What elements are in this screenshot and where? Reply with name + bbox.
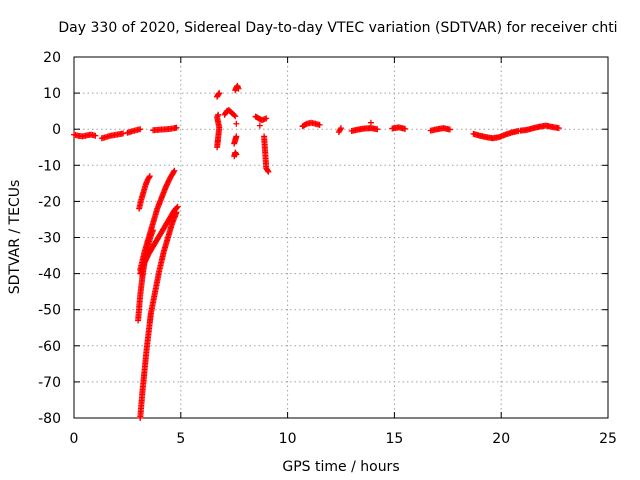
- data-point: [174, 203, 181, 210]
- data-point: [555, 125, 562, 132]
- x-tick-label: 5: [176, 431, 185, 447]
- data-point: [263, 115, 270, 122]
- y-tick-label: -10: [38, 158, 61, 174]
- data-point: [446, 126, 453, 133]
- data-point: [215, 111, 222, 118]
- x-tick-label: 0: [70, 431, 79, 447]
- data-point: [265, 168, 272, 175]
- y-axis-label: SDTVAR / TECUs: [7, 180, 23, 295]
- axis-ticks: [73, 56, 609, 419]
- y-tick-label: -20: [38, 194, 61, 210]
- x-tick-label: 15: [385, 431, 403, 447]
- data-point: [146, 174, 153, 181]
- y-tick-label: -50: [38, 303, 61, 319]
- y-tick-label: 10: [43, 86, 61, 102]
- x-tick-label: 25: [599, 431, 617, 447]
- data-point: [256, 122, 263, 129]
- y-tick-label: -60: [38, 339, 61, 355]
- data-point: [146, 173, 153, 180]
- data-point: [150, 227, 157, 234]
- data-point: [170, 168, 177, 175]
- data-point: [231, 112, 238, 119]
- data-point: [374, 126, 381, 133]
- x-tick-label: 20: [492, 431, 510, 447]
- y-tick-label: -30: [38, 231, 61, 247]
- y-tick-labels: -80 -70 -60 -50 -40 -30 -20 -10 0 10 20: [38, 50, 61, 427]
- data-point: [367, 119, 374, 126]
- data-point: [173, 209, 180, 216]
- data-point: [264, 167, 271, 174]
- data-point: [173, 124, 180, 131]
- data-points: [71, 82, 562, 421]
- x-tick-labels: 0 5 10 15 20 25: [70, 431, 617, 447]
- grid-lines: [74, 57, 608, 418]
- x-axis-label: GPS time / hours: [282, 459, 399, 475]
- data-point: [120, 130, 127, 137]
- data-point: [233, 151, 240, 158]
- data-point: [233, 120, 240, 127]
- data-point: [137, 126, 144, 133]
- chart-title: Day 330 of 2020, Sidereal Day-to-day VTE…: [58, 20, 617, 36]
- x-tick-label: 10: [279, 431, 297, 447]
- data-point: [92, 132, 99, 139]
- y-tick-label: 20: [43, 50, 61, 66]
- data-point: [402, 125, 409, 132]
- y-tick-label: 0: [52, 122, 61, 138]
- y-tick-label: -70: [38, 375, 61, 391]
- data-point: [316, 121, 323, 128]
- data-point: [337, 126, 344, 133]
- data-point: [338, 125, 344, 132]
- data-point: [232, 113, 239, 120]
- data-point: [233, 133, 240, 140]
- data-point: [216, 90, 223, 97]
- y-tick-label: -80: [38, 411, 61, 427]
- data-point: [171, 167, 178, 174]
- data-point: [235, 85, 242, 92]
- y-tick-label: -40: [38, 267, 61, 283]
